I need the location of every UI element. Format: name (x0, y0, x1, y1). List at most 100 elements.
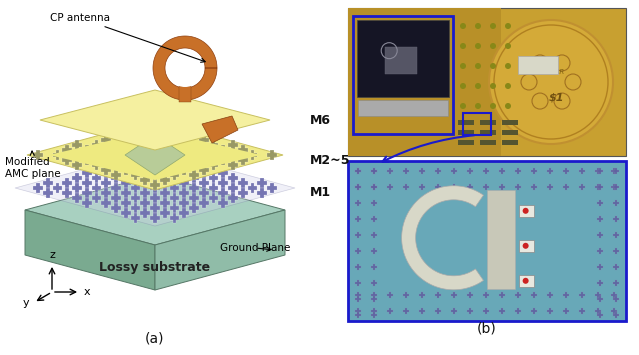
Polygon shape (180, 155, 189, 165)
Polygon shape (613, 216, 619, 222)
Circle shape (523, 278, 528, 284)
Polygon shape (160, 165, 170, 175)
Polygon shape (579, 168, 585, 174)
FancyBboxPatch shape (519, 240, 534, 252)
Polygon shape (482, 308, 489, 314)
Polygon shape (371, 232, 377, 238)
Polygon shape (228, 183, 238, 193)
Polygon shape (130, 170, 141, 180)
Circle shape (505, 103, 511, 109)
Text: CP antenna: CP antenna (50, 13, 205, 62)
Polygon shape (403, 292, 409, 298)
Polygon shape (82, 188, 91, 198)
Polygon shape (597, 184, 603, 190)
Polygon shape (130, 173, 141, 183)
Polygon shape (40, 90, 270, 150)
Polygon shape (160, 198, 170, 208)
Polygon shape (258, 188, 267, 198)
Polygon shape (238, 145, 248, 155)
Polygon shape (579, 184, 585, 190)
FancyBboxPatch shape (502, 120, 518, 125)
Polygon shape (219, 145, 228, 155)
Polygon shape (141, 155, 150, 165)
Circle shape (460, 103, 466, 109)
Polygon shape (199, 165, 209, 175)
Polygon shape (43, 188, 52, 198)
Text: ONE: ONE (543, 61, 558, 67)
Polygon shape (49, 130, 261, 180)
Polygon shape (169, 160, 180, 170)
Polygon shape (189, 173, 199, 183)
Polygon shape (597, 280, 603, 286)
Polygon shape (547, 168, 553, 174)
Polygon shape (180, 168, 189, 178)
Polygon shape (155, 210, 285, 290)
Polygon shape (371, 184, 377, 190)
Circle shape (490, 83, 496, 89)
Polygon shape (175, 56, 195, 74)
Polygon shape (33, 183, 43, 193)
Polygon shape (371, 312, 377, 318)
Polygon shape (150, 120, 160, 130)
Polygon shape (613, 248, 619, 254)
Polygon shape (25, 210, 155, 290)
Polygon shape (371, 292, 377, 298)
Polygon shape (111, 160, 121, 170)
Polygon shape (111, 130, 121, 140)
Polygon shape (219, 155, 228, 165)
Polygon shape (150, 183, 160, 193)
Polygon shape (111, 173, 121, 183)
Polygon shape (219, 168, 228, 178)
Polygon shape (180, 178, 189, 188)
Polygon shape (435, 292, 442, 298)
Polygon shape (91, 140, 102, 150)
Circle shape (166, 49, 204, 87)
Polygon shape (208, 173, 219, 183)
Polygon shape (371, 280, 377, 286)
Polygon shape (121, 155, 131, 165)
Polygon shape (597, 216, 603, 222)
Polygon shape (150, 160, 160, 170)
Polygon shape (169, 170, 180, 180)
Polygon shape (595, 168, 601, 174)
Circle shape (523, 243, 528, 249)
Polygon shape (169, 183, 180, 193)
Polygon shape (228, 193, 238, 203)
Polygon shape (141, 198, 150, 208)
Circle shape (505, 23, 511, 29)
Polygon shape (141, 165, 150, 175)
Polygon shape (169, 163, 180, 173)
Circle shape (475, 23, 481, 29)
Polygon shape (180, 198, 189, 208)
Polygon shape (189, 170, 199, 180)
Text: Lossy substrate: Lossy substrate (100, 261, 211, 274)
Circle shape (475, 83, 481, 89)
Polygon shape (355, 184, 361, 190)
Polygon shape (613, 168, 619, 174)
FancyBboxPatch shape (502, 140, 518, 145)
Polygon shape (466, 308, 473, 314)
Polygon shape (72, 160, 82, 170)
Polygon shape (121, 165, 131, 175)
Polygon shape (111, 150, 121, 160)
Polygon shape (499, 292, 505, 298)
Polygon shape (547, 184, 553, 190)
Polygon shape (141, 208, 150, 218)
Polygon shape (82, 145, 91, 155)
Polygon shape (450, 168, 458, 174)
Text: (a): (a) (145, 331, 165, 345)
Polygon shape (355, 232, 361, 238)
Polygon shape (160, 178, 170, 188)
Polygon shape (141, 145, 150, 155)
Polygon shape (102, 145, 111, 155)
Polygon shape (515, 184, 521, 190)
Polygon shape (121, 168, 131, 178)
Polygon shape (208, 160, 219, 170)
Polygon shape (91, 173, 102, 183)
FancyBboxPatch shape (458, 120, 474, 125)
Polygon shape (611, 308, 617, 314)
Polygon shape (228, 150, 238, 160)
Polygon shape (547, 292, 553, 298)
Polygon shape (419, 308, 425, 314)
Polygon shape (238, 155, 248, 165)
